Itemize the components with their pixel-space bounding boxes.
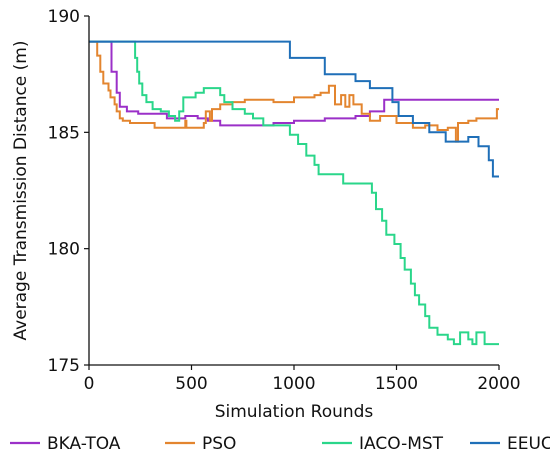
legend-label-eeuc: EEUC (507, 434, 550, 454)
x-tick-label: 1500 (375, 374, 418, 394)
x-tick-label: 1000 (272, 374, 315, 394)
legend-label-iaco-mst: IACO-MST (359, 434, 444, 454)
legend-label-pso: PSO (202, 434, 236, 454)
x-tick-label: 2000 (477, 374, 520, 394)
y-axis-title: Average Transmission Distance (m) (11, 41, 31, 341)
y-tick-label: 190 (48, 7, 80, 27)
x-axis-ticks: 0 500 1000 1500 2000 (84, 365, 521, 394)
y-tick-label: 180 (48, 240, 80, 260)
plot-lines (89, 40, 499, 346)
x-tick-label: 500 (175, 374, 207, 394)
y-axis-ticks: 175 180 185 190 (48, 7, 89, 376)
series-line-bka-toa (89, 40, 499, 127)
series-line-pso (89, 40, 499, 143)
series-line-iaco-mst (89, 40, 499, 346)
legend-label-bka-toa: BKA-TOA (47, 434, 121, 454)
x-axis-title: Simulation Rounds (215, 402, 374, 422)
x-tick-label: 0 (84, 374, 95, 394)
series-line-eeuc (89, 40, 499, 178)
axes (88, 16, 499, 366)
y-tick-label: 185 (48, 123, 80, 143)
legend: BKA-TOA PSO IACO-MST EEUC (10, 434, 550, 454)
y-tick-label: 175 (48, 356, 80, 376)
